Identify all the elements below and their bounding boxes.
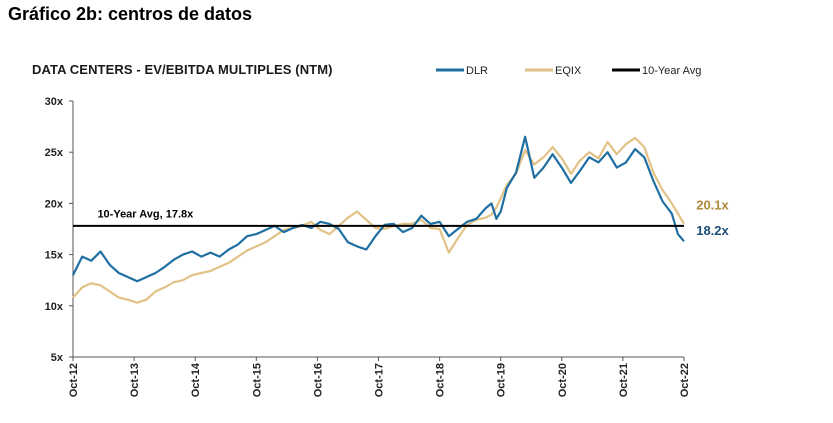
legend-label-eqix: EQIX [555,65,582,77]
x-tick-label: Oct-15 [251,363,263,397]
chart-title: DATA CENTERS - EV/EBITDA MULTIPLES (NTM) [32,62,333,77]
x-tick-label: Oct-14 [190,362,202,397]
annotations-layer: 10-Year Avg, 17.8x 20.1x 18.2x [97,198,729,239]
y-tick-label: 30x [45,96,64,108]
x-tick-label: Oct-20 [557,363,569,397]
y-ticks: 5x 10x 15x 20x 25x 30x [45,96,73,364]
y-tick-label: 5x [51,352,64,364]
y-tick-label: 10x [45,301,64,313]
y-tick-label: 15x [45,250,64,262]
x-tick-label: Oct-12 [68,363,80,397]
x-tick-label: Oct-19 [496,363,508,397]
x-ticks: Oct-12 Oct-13 Oct-14 Oct-15 Oct-16 Oct-17 Oct-… [68,357,691,397]
legend-label-10-year-avg: 10-Year Avg [642,65,701,77]
value-annotation: 18.2x [696,223,729,238]
x-tick-label: Oct-16 [312,363,324,397]
x-tick-label: Oct-13 [129,363,141,397]
legend: DLR EQIX 10-Year Avg [436,65,701,77]
value-annotation: 20.1x [696,198,729,213]
x-tick-label: Oct-18 [435,363,447,397]
x-tick-label: Oct-22 [679,363,691,397]
series-line-eqix [72,136,685,304]
x-tick-label: Oct-21 [618,363,630,397]
y-tick-label: 20x [45,198,64,210]
series-line-dlr [72,135,685,283]
x-tick-label: Oct-17 [374,363,386,397]
legend-label-dlr: DLR [466,65,488,77]
page-heading: Gráfico 2b: centros de datos [8,4,253,24]
y-tick-label: 25x [45,147,64,159]
series-layer [72,135,685,304]
avg-annotation: 10-Year Avg, 17.8x [97,209,194,221]
